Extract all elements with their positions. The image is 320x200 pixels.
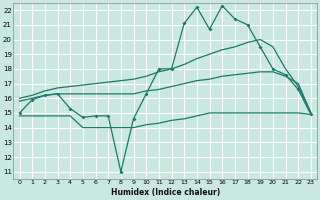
X-axis label: Humidex (Indice chaleur): Humidex (Indice chaleur) (111, 188, 220, 197)
